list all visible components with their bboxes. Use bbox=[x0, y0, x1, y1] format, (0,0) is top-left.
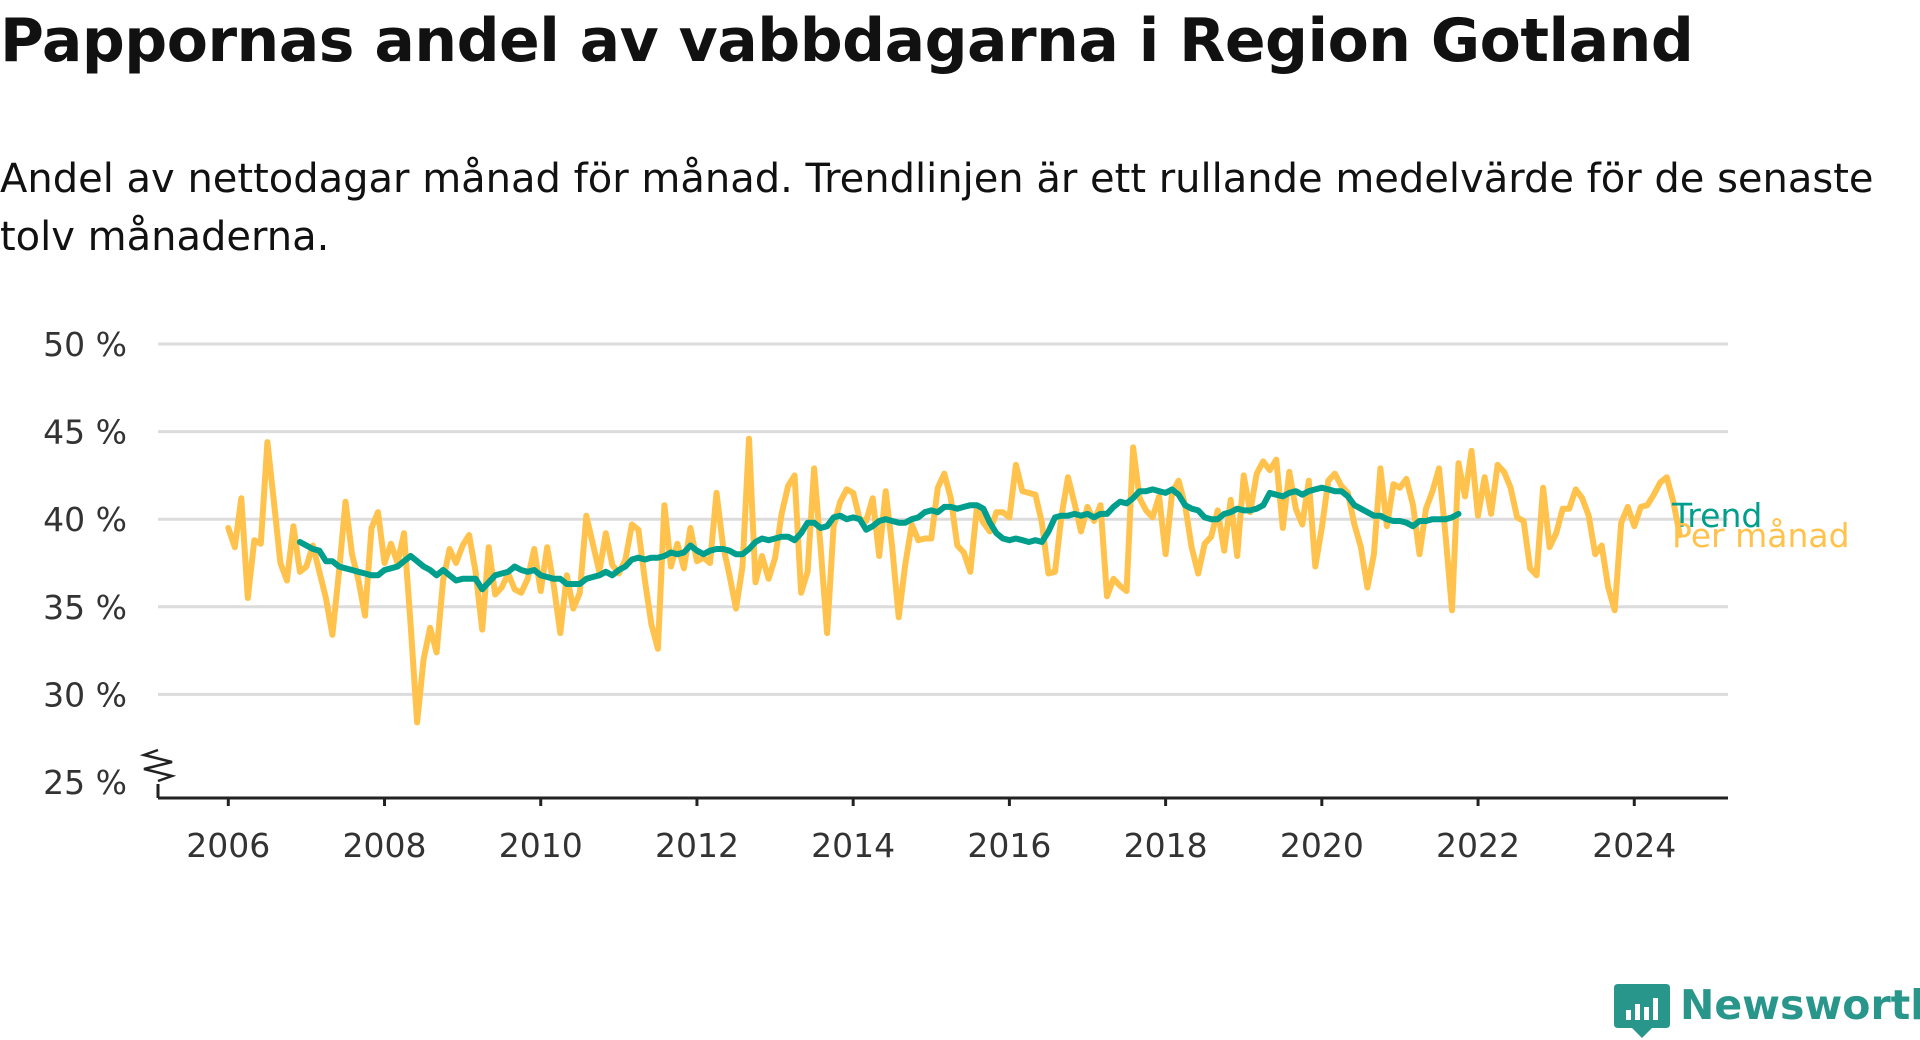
x-tick-label: 2024 bbox=[1592, 826, 1676, 865]
chart-subtitle: Andel av nettodagar månad för månad. Tre… bbox=[0, 156, 1874, 260]
x-tick-label: 2012 bbox=[655, 826, 739, 865]
x-tick-label: 2014 bbox=[811, 826, 895, 865]
axis-break-icon bbox=[139, 748, 177, 783]
series-line-trend bbox=[296, 484, 1462, 593]
y-tick-label: 40 % bbox=[43, 500, 127, 539]
chart-series bbox=[225, 435, 1683, 726]
series-label-trend: Trend bbox=[1671, 496, 1762, 535]
line-chart: 25 % 30 % 35 % 40 % 45 % 50 % 2006 2008 2010 201… bbox=[43, 325, 1850, 865]
series-line-per-m-nad bbox=[225, 435, 1683, 726]
series-label-per-m-nad: Per månad bbox=[1672, 516, 1850, 555]
x-tick-label: 2020 bbox=[1280, 826, 1364, 865]
brand-name: Newsworthy bbox=[1680, 981, 1920, 1029]
y-tick-label: 45 % bbox=[43, 413, 127, 452]
x-axis: 2006 2008 2010 2012 2014 2016 2018 2020 2022 2024 bbox=[156, 784, 1728, 865]
chart-title: Pappornas andel av vabbdagarna i Region … bbox=[0, 6, 1694, 76]
x-tick-label: 2006 bbox=[186, 826, 270, 865]
y-tick-label: 35 % bbox=[43, 588, 127, 627]
newsworthy-logo-icon bbox=[1614, 984, 1670, 1038]
y-tick-label: 30 % bbox=[43, 675, 127, 714]
y-axis-ticks: 25 % 30 % 35 % 40 % 45 % 50 % bbox=[43, 325, 177, 802]
x-tick-label: 2022 bbox=[1436, 826, 1520, 865]
x-tick-label: 2018 bbox=[1124, 826, 1208, 865]
x-tick-label: 2010 bbox=[499, 826, 583, 865]
y-tick-label: 25 % bbox=[43, 763, 127, 802]
x-tick-label: 2016 bbox=[967, 826, 1051, 865]
x-tick-label: 2008 bbox=[343, 826, 427, 865]
gridlines bbox=[158, 342, 1728, 696]
y-tick-label: 50 % bbox=[43, 325, 127, 364]
